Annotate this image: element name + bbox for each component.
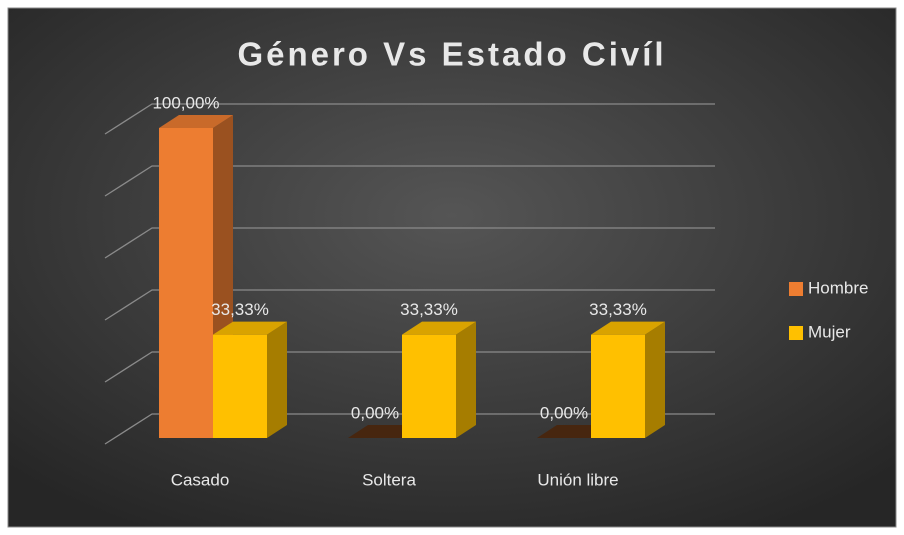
- x-tick-label: Soltera: [362, 470, 416, 489]
- bar-side: [645, 321, 665, 438]
- bar-top: [591, 321, 665, 335]
- grid-line: [104, 227, 715, 259]
- chart-area: [7, 7, 897, 528]
- data-label: 0,00%: [540, 403, 588, 422]
- grid-line: [104, 289, 715, 321]
- bar-side: [456, 321, 476, 438]
- x-tick-label: Unión libre: [537, 470, 618, 489]
- data-label: 0,00%: [351, 403, 399, 422]
- grid-line: [104, 413, 715, 445]
- legend-label: Mujer: [808, 322, 851, 341]
- chart-title: Género Vs Estado Civíl: [237, 36, 666, 73]
- bar: [159, 128, 213, 438]
- x-tick-label: Casado: [171, 470, 230, 489]
- legend-swatch: [789, 282, 803, 296]
- bar: [591, 334, 645, 438]
- data-label: 100,00%: [152, 93, 219, 112]
- grid-line: [104, 165, 715, 197]
- bar-side: [267, 321, 287, 438]
- bar-top: [402, 321, 476, 335]
- bar: [402, 334, 456, 438]
- data-label: 33,33%: [589, 300, 647, 319]
- grid-line: [104, 351, 715, 383]
- bar-top: [159, 115, 233, 128]
- grid-line: [104, 103, 715, 135]
- data-label: 33,33%: [211, 300, 269, 319]
- legend-swatch: [789, 326, 803, 340]
- data-label: 33,33%: [400, 300, 458, 319]
- bar: [213, 334, 267, 438]
- legend-label: Hombre: [808, 278, 868, 297]
- bar-top: [213, 321, 287, 335]
